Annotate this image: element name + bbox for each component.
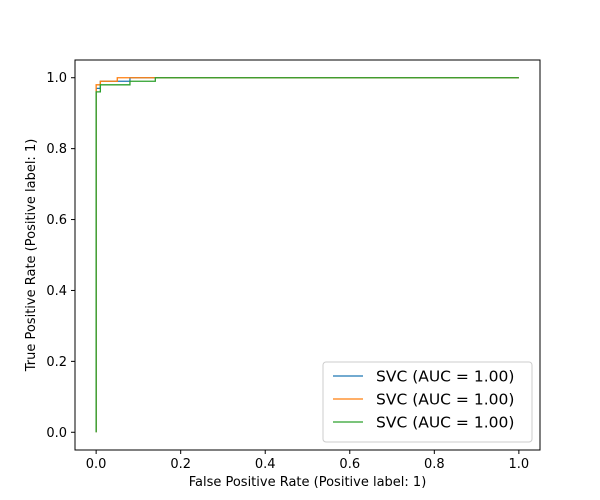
- roc-curve-series-3: [95, 77, 519, 433]
- x-tick-label: 0.8: [424, 457, 445, 472]
- y-axis-label: True Positive Rate (Positive label: 1): [24, 139, 39, 373]
- axes-frame: [74, 59, 541, 451]
- y-tick-label: 0.0: [46, 426, 67, 441]
- axis-ticks: 0.0 0.2 0.4 0.6 0.8 1.0 0.0 0.2 0.4 0.6 0.8 1.0: [46, 71, 529, 472]
- x-tick-label: 0.6: [339, 457, 360, 472]
- y-tick-label: 1.0: [46, 71, 67, 86]
- y-tick-label: 0.8: [46, 142, 67, 157]
- legend: SVC (AUC = 1.00) SVC (AUC = 1.00) SVC (AUC…: [322, 361, 533, 443]
- legend-box: [322, 361, 533, 443]
- x-tick-label: 0.4: [255, 457, 276, 472]
- legend-entry-label: SVC (AUC = 1.00): [376, 368, 514, 386]
- roc-curve-series-2: [95, 77, 519, 433]
- x-tick-label: 0.2: [170, 457, 191, 472]
- y-tick-label: 0.4: [46, 284, 67, 299]
- x-tick-label: 1.0: [509, 457, 530, 472]
- legend-entry-label: SVC (AUC = 1.00): [376, 391, 514, 409]
- x-axis-label: False Positive Rate (Positive label: 1): [189, 475, 427, 490]
- legend-entry-label: SVC (AUC = 1.00): [376, 414, 514, 432]
- x-tick-label: 0.0: [86, 457, 107, 472]
- plot-area: [95, 77, 519, 433]
- y-tick-label: 0.6: [46, 213, 67, 228]
- y-tick-label: 0.2: [46, 355, 67, 370]
